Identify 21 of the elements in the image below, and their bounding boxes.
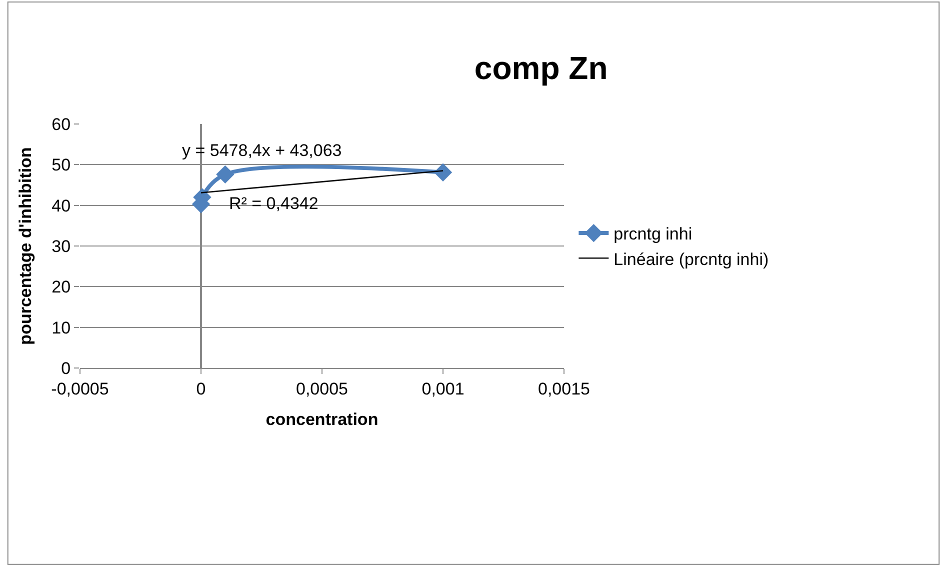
x-tick-label: 0,0005 xyxy=(296,379,348,398)
x-tick-label: 0,0015 xyxy=(538,379,590,398)
legend-label: prcntg inhi xyxy=(614,224,692,244)
y-tick-label: 50 xyxy=(52,156,71,175)
y-tick-label: 30 xyxy=(52,236,71,256)
x-tick-label: -0,0005 xyxy=(51,379,109,398)
x-tick-label: 0,001 xyxy=(422,379,464,398)
y-tick-label: 40 xyxy=(52,196,71,216)
y-tick-label: 60 xyxy=(52,114,71,134)
point xyxy=(434,163,452,182)
annotation: R² = 0,4342 xyxy=(229,194,318,213)
y-axis-title: pourcentage d'inhibition xyxy=(16,147,36,345)
y-tick-label: 10 xyxy=(52,318,71,338)
y-tick-label: 20 xyxy=(52,278,71,297)
point xyxy=(216,165,234,184)
y-tick-label: 0 xyxy=(61,358,71,378)
legend-label: Linéaire (prcntg inhi) xyxy=(614,250,769,269)
annotation: y = 5478,4x + 43,063 xyxy=(182,141,342,160)
x-tick-label: 0 xyxy=(196,379,206,398)
chart-title: comp Zn xyxy=(474,50,608,86)
x-axis-title: concentration xyxy=(266,410,378,429)
